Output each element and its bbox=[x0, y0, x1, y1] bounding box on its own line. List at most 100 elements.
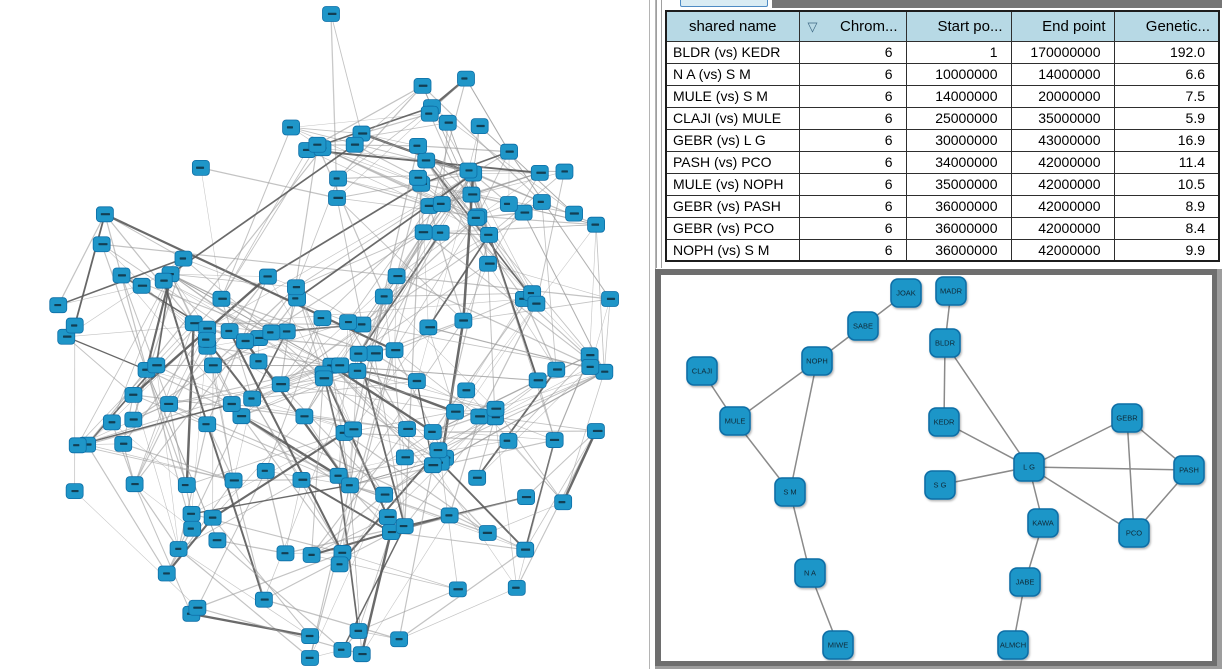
overview-network-node[interactable] bbox=[432, 196, 451, 212]
overview-network-node[interactable] bbox=[375, 486, 394, 503]
overview-network-node[interactable] bbox=[182, 505, 201, 522]
overview-network-node[interactable] bbox=[249, 353, 268, 370]
overview-network-node[interactable] bbox=[95, 206, 114, 223]
overview-network-node[interactable] bbox=[124, 411, 143, 428]
overview-network-node[interactable] bbox=[243, 390, 262, 407]
overview-network-node[interactable] bbox=[157, 565, 176, 582]
overview-network-node[interactable] bbox=[446, 403, 464, 420]
overview-network-node[interactable] bbox=[183, 520, 202, 537]
overview-network-node[interactable] bbox=[413, 77, 432, 94]
overview-network-node[interactable] bbox=[532, 194, 551, 210]
overview-network-node[interactable] bbox=[545, 432, 564, 448]
overview-network-node[interactable] bbox=[254, 591, 273, 608]
network-node-MADR[interactable]: MADR bbox=[935, 276, 967, 306]
overview-network-node[interactable] bbox=[271, 376, 290, 393]
overview-network-node[interactable] bbox=[114, 435, 133, 452]
overview-network-node[interactable] bbox=[448, 581, 467, 598]
overview-network-node[interactable] bbox=[419, 319, 438, 336]
table-row[interactable]: CLAJI (vs) MULE 6 25000000 35000000 5.9 bbox=[665, 106, 1220, 130]
network-node-JOAK[interactable]: JOAK bbox=[890, 278, 922, 308]
overview-network-node[interactable] bbox=[499, 432, 518, 449]
overview-network-node[interactable] bbox=[348, 363, 367, 379]
overview-network-node[interactable] bbox=[287, 279, 305, 296]
overview-network-node[interactable] bbox=[470, 118, 489, 135]
network-node-GEBR[interactable]: GEBR bbox=[1111, 403, 1143, 433]
overview-network-node[interactable] bbox=[385, 342, 404, 359]
overview-network-node[interactable] bbox=[322, 6, 340, 22]
overview-network-node[interactable] bbox=[527, 295, 546, 312]
overview-network-node[interactable] bbox=[507, 579, 526, 596]
network-node-JABE[interactable]: JABE bbox=[1009, 567, 1041, 597]
overview-network-node[interactable] bbox=[276, 545, 295, 562]
overview-network-node[interactable] bbox=[308, 136, 327, 153]
overview-network-node[interactable] bbox=[301, 650, 319, 666]
overview-network-node[interactable] bbox=[333, 641, 352, 658]
overview-network-node[interactable] bbox=[516, 541, 535, 558]
overview-network-node[interactable] bbox=[440, 507, 459, 524]
network-node-PCO[interactable]: PCO bbox=[1118, 518, 1150, 548]
overview-network-node[interactable] bbox=[365, 345, 383, 362]
overview-network-node[interactable] bbox=[295, 408, 314, 425]
overview-network-node[interactable] bbox=[174, 250, 193, 267]
network-node-MIWE[interactable]: MIWE bbox=[822, 630, 854, 660]
overview-network-node[interactable] bbox=[302, 547, 321, 563]
overview-network-node[interactable] bbox=[102, 414, 121, 431]
overview-network-node[interactable] bbox=[132, 277, 151, 294]
overview-network-node[interactable] bbox=[262, 324, 281, 341]
overview-network-node[interactable] bbox=[112, 267, 131, 284]
overview-network-node[interactable] bbox=[409, 169, 427, 186]
overview-network-node[interactable] bbox=[65, 483, 84, 500]
overview-network-node[interactable] bbox=[395, 518, 414, 535]
network-node-KEDR[interactable]: KEDR bbox=[928, 407, 960, 437]
overview-network-node[interactable] bbox=[429, 442, 448, 459]
overview-network-node[interactable] bbox=[423, 457, 442, 474]
overview-network-node[interactable] bbox=[203, 509, 222, 526]
network-edge-NOPH-SM[interactable] bbox=[789, 360, 818, 493]
network-edge-LG-PCO[interactable] bbox=[1028, 466, 1135, 534]
overview-network-node[interactable] bbox=[208, 532, 227, 549]
overview-network-node[interactable] bbox=[387, 268, 406, 285]
overview-network-node[interactable] bbox=[344, 421, 362, 438]
overview-network-node[interactable] bbox=[462, 186, 481, 203]
overview-network-node[interactable] bbox=[339, 314, 358, 331]
overview-network-node[interactable] bbox=[500, 143, 518, 160]
overview-network-node[interactable] bbox=[457, 70, 475, 87]
table-row[interactable]: MULE (vs) S M 6 14000000 20000000 7.5 bbox=[665, 84, 1220, 108]
network-node-PASH[interactable]: PASH bbox=[1173, 455, 1205, 485]
overview-network-node[interactable] bbox=[236, 333, 254, 350]
overview-network-node[interactable] bbox=[470, 408, 489, 425]
overview-network-node[interactable] bbox=[177, 477, 196, 494]
overview-network-node[interactable] bbox=[480, 227, 499, 243]
table-row[interactable]: BLDR (vs) KEDR 6 1 170000000 192.0 bbox=[665, 40, 1220, 64]
overview-network-node[interactable] bbox=[330, 556, 349, 573]
overview-network-node[interactable] bbox=[555, 163, 574, 180]
overview-network-node[interactable] bbox=[414, 224, 433, 241]
network-node-MULE[interactable]: MULE bbox=[719, 406, 751, 436]
table-row[interactable]: NOPH (vs) S M 6 36000000 42000000 9.9 bbox=[665, 238, 1220, 262]
overview-network-node[interactable] bbox=[353, 316, 372, 333]
table-row[interactable]: N A (vs) S M 6 10000000 14000000 6.6 bbox=[665, 62, 1220, 86]
table-row[interactable]: GEBR (vs) PCO 6 36000000 42000000 8.4 bbox=[665, 216, 1220, 240]
column-header-shared-name[interactable]: shared name bbox=[665, 10, 800, 42]
table-row[interactable]: MULE (vs) NOPH 6 35000000 42000000 10.5 bbox=[665, 172, 1220, 196]
overview-network-node[interactable] bbox=[92, 236, 111, 253]
network-edge-LG-GEBR[interactable] bbox=[1028, 417, 1128, 468]
network-node-LG[interactable]: L G bbox=[1013, 452, 1045, 482]
overview-network-node[interactable] bbox=[390, 631, 409, 648]
overview-network-canvas[interactable] bbox=[0, 0, 650, 669]
overview-network-node[interactable] bbox=[224, 472, 243, 489]
overview-network-node[interactable] bbox=[331, 357, 350, 374]
column-header-chromosome[interactable]: ▽ Chrom... bbox=[798, 10, 907, 42]
network-edge-BLDR-LG[interactable] bbox=[944, 342, 1030, 468]
overview-network-node[interactable] bbox=[479, 255, 497, 272]
overview-network-node[interactable] bbox=[220, 323, 239, 340]
overview-network-node[interactable] bbox=[204, 357, 222, 374]
overview-network-node[interactable] bbox=[160, 396, 178, 412]
network-node-SG[interactable]: S G bbox=[924, 470, 956, 500]
overview-network-node[interactable] bbox=[169, 541, 188, 557]
overview-network-node[interactable] bbox=[398, 421, 416, 437]
overview-network-node[interactable] bbox=[68, 437, 87, 454]
overview-network-node[interactable] bbox=[349, 345, 368, 362]
overview-network-node[interactable] bbox=[395, 449, 414, 466]
overview-network-node[interactable] bbox=[378, 509, 397, 525]
